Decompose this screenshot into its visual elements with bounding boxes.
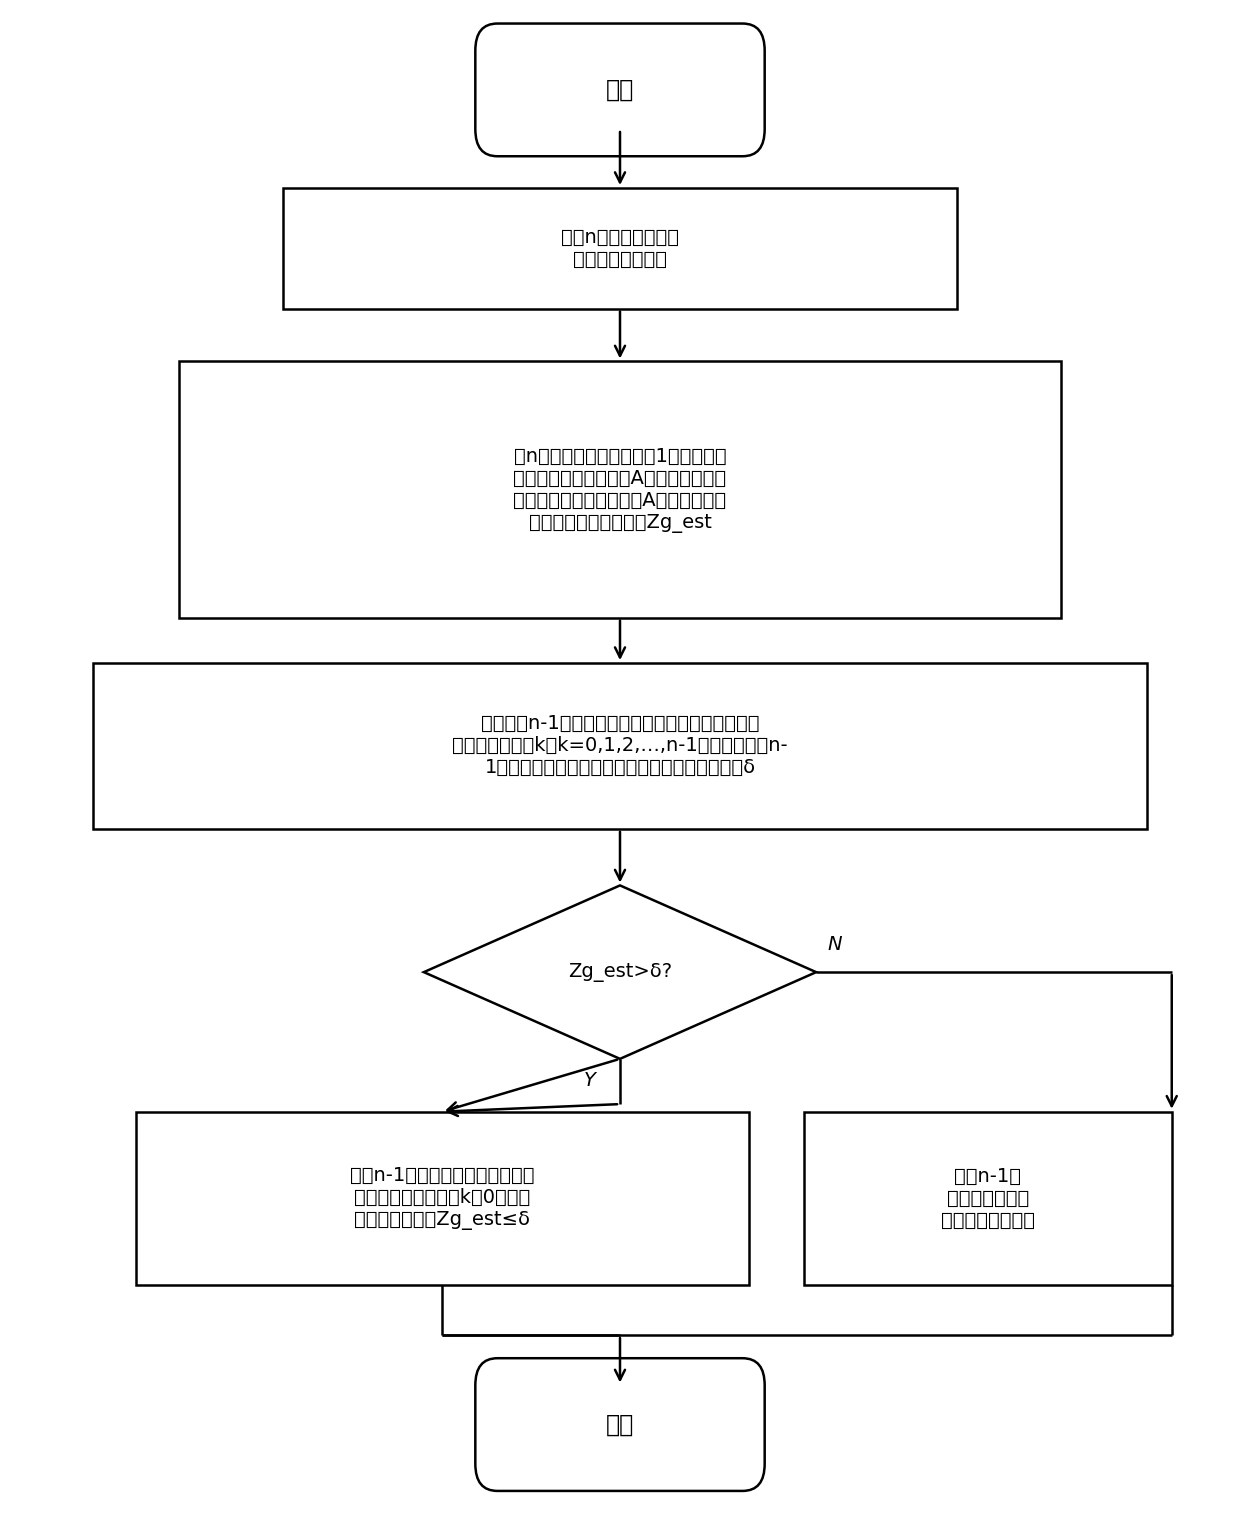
Text: N: N <box>827 936 842 954</box>
Text: Zg_est>δ?: Zg_est>δ? <box>568 962 672 982</box>
Bar <box>135 1111 749 1285</box>
Text: 其余n-1台
并网逆变器保持
运行在电流源模式: 其余n-1台 并网逆变器保持 运行在电流源模式 <box>941 1167 1035 1230</box>
Text: 设置n台并网逆变器均
运行在电流源模式: 设置n台并网逆变器均 运行在电流源模式 <box>560 228 680 269</box>
Bar <box>804 1111 1172 1285</box>
Text: 其余n-1台并网逆变器自适应切换
到电压源模式的台数k从0开始逐
个增加直到满足Zg_est≤δ: 其余n-1台并网逆变器自适应切换 到电压源模式的台数k从0开始逐 个增加直到满足… <box>350 1166 534 1230</box>
Text: 从n台并网逆变器任意选择1台并网逆变
器，并记为并网逆变器A，通过电网阻抗
辨识算法获得并网逆变器A公共耦合点的
等效电网阻抗，并记为Zg_est: 从n台并网逆变器任意选择1台并网逆变 器，并记为并网逆变器A，通过电网阻抗 辨识… <box>513 446 727 533</box>
Bar <box>283 187 957 309</box>
Text: 开始: 开始 <box>606 78 634 102</box>
Polygon shape <box>424 886 816 1059</box>
FancyBboxPatch shape <box>475 1358 765 1492</box>
Text: 设置其余n-1台并网逆变器中需要自适应切换到电压
源模式的台数为k，k=0,1,2,…,n-1，并设置其余n-
1台并网逆变器公共耦合点的等效电网阻抗边界值δ: 设置其余n-1台并网逆变器中需要自适应切换到电压 源模式的台数为k，k=0,1,… <box>453 714 787 778</box>
Text: 结束: 结束 <box>606 1412 634 1437</box>
FancyBboxPatch shape <box>475 23 765 157</box>
Bar <box>93 664 1147 829</box>
Text: Y: Y <box>583 1071 595 1090</box>
Bar <box>179 361 1061 618</box>
